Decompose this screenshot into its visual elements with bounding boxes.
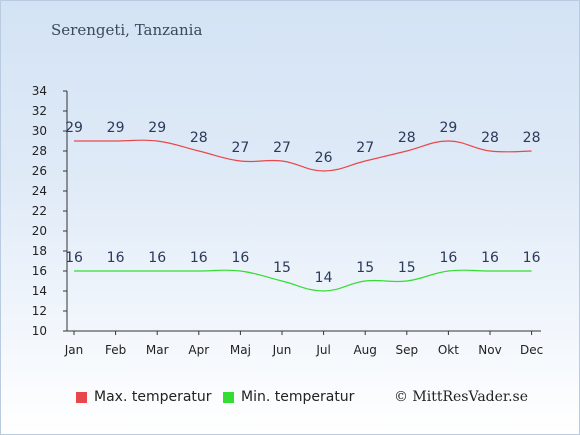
y-tick-label: 12: [32, 304, 47, 318]
series-lines: [74, 139, 532, 292]
data-label-min: 14: [315, 270, 333, 286]
data-label-max: 29: [439, 120, 457, 136]
y-tick-label: 14: [32, 284, 47, 298]
y-tick-label: 28: [32, 144, 47, 158]
x-tick-label: Jan: [64, 343, 84, 357]
data-label-min: 16: [231, 250, 249, 266]
copyright-text: © MittResVader.se: [393, 389, 528, 405]
data-label-max: 28: [523, 130, 541, 146]
data-label-min: 15: [356, 260, 374, 276]
x-tick-label: Apr: [188, 343, 209, 357]
data-label-min: 16: [481, 250, 499, 266]
legend-swatch-min: [223, 391, 234, 403]
y-tick-label: 10: [32, 324, 47, 338]
data-label-max: 28: [190, 130, 208, 146]
y-tick-label: 32: [32, 104, 47, 118]
data-label-max: 27: [231, 140, 249, 156]
data-label-min: 16: [65, 250, 83, 266]
data-label-max: 27: [273, 140, 291, 156]
data-label-min: 16: [523, 250, 541, 266]
x-tick-label: Jun: [272, 343, 292, 357]
data-label-max: 29: [148, 120, 166, 136]
data-label-max: 27: [356, 140, 374, 156]
y-tick-label: 30: [32, 124, 47, 138]
x-tick-label: Sep: [395, 343, 418, 357]
legend-item-max: Max. temperatur: [76, 389, 212, 405]
y-tick-label: 20: [32, 224, 47, 238]
x-tick-label: Maj: [230, 343, 251, 357]
data-label-min: 15: [273, 260, 291, 276]
data-label-max: 29: [65, 120, 83, 136]
data-label-min: 16: [439, 250, 457, 266]
legend-swatch-max: [76, 391, 87, 403]
axes: 10 12 14 16 18 20 22 24 26 28 30 32 34 Jan Feb Mar Apr Ma…: [32, 84, 543, 357]
x-tick-label: Dec: [520, 343, 543, 357]
data-label-min: 15: [398, 260, 416, 276]
series-line-min: [74, 269, 532, 292]
data-label-min: 16: [190, 250, 208, 266]
y-tick-label: 22: [32, 204, 47, 218]
x-tick-label: Okt: [438, 343, 459, 357]
y-tick-label: 16: [32, 264, 47, 278]
data-label-max: 28: [398, 130, 416, 146]
x-tick-label: Aug: [353, 343, 376, 357]
data-label-max: 26: [315, 150, 333, 166]
y-tick-label: 26: [32, 164, 47, 178]
y-tick-label: 18: [32, 244, 47, 258]
data-label-min: 16: [148, 250, 166, 266]
data-label-max: 29: [107, 120, 125, 136]
data-labels: 29 29 29 28 27 27 26 27 28 29 28 28 16 16 16 16 16 15 14 15…: [65, 120, 541, 286]
y-tick-label: 34: [32, 84, 47, 98]
x-tick-label: Feb: [105, 343, 126, 357]
x-tick-label: Jul: [315, 343, 330, 357]
x-tick-label: Mar: [146, 343, 169, 357]
y-tick-label: 24: [32, 184, 47, 198]
chart-title: Serengeti, Tanzania: [51, 21, 203, 39]
x-tick-label: Nov: [478, 343, 501, 357]
data-label-min: 16: [107, 250, 125, 266]
series-line-max: [74, 139, 532, 172]
data-label-max: 28: [481, 130, 499, 146]
legend-item-min: Min. temperatur: [223, 389, 354, 405]
legend-label-max: Max. temperatur: [94, 389, 212, 405]
legend-label-min: Min. temperatur: [241, 389, 355, 405]
